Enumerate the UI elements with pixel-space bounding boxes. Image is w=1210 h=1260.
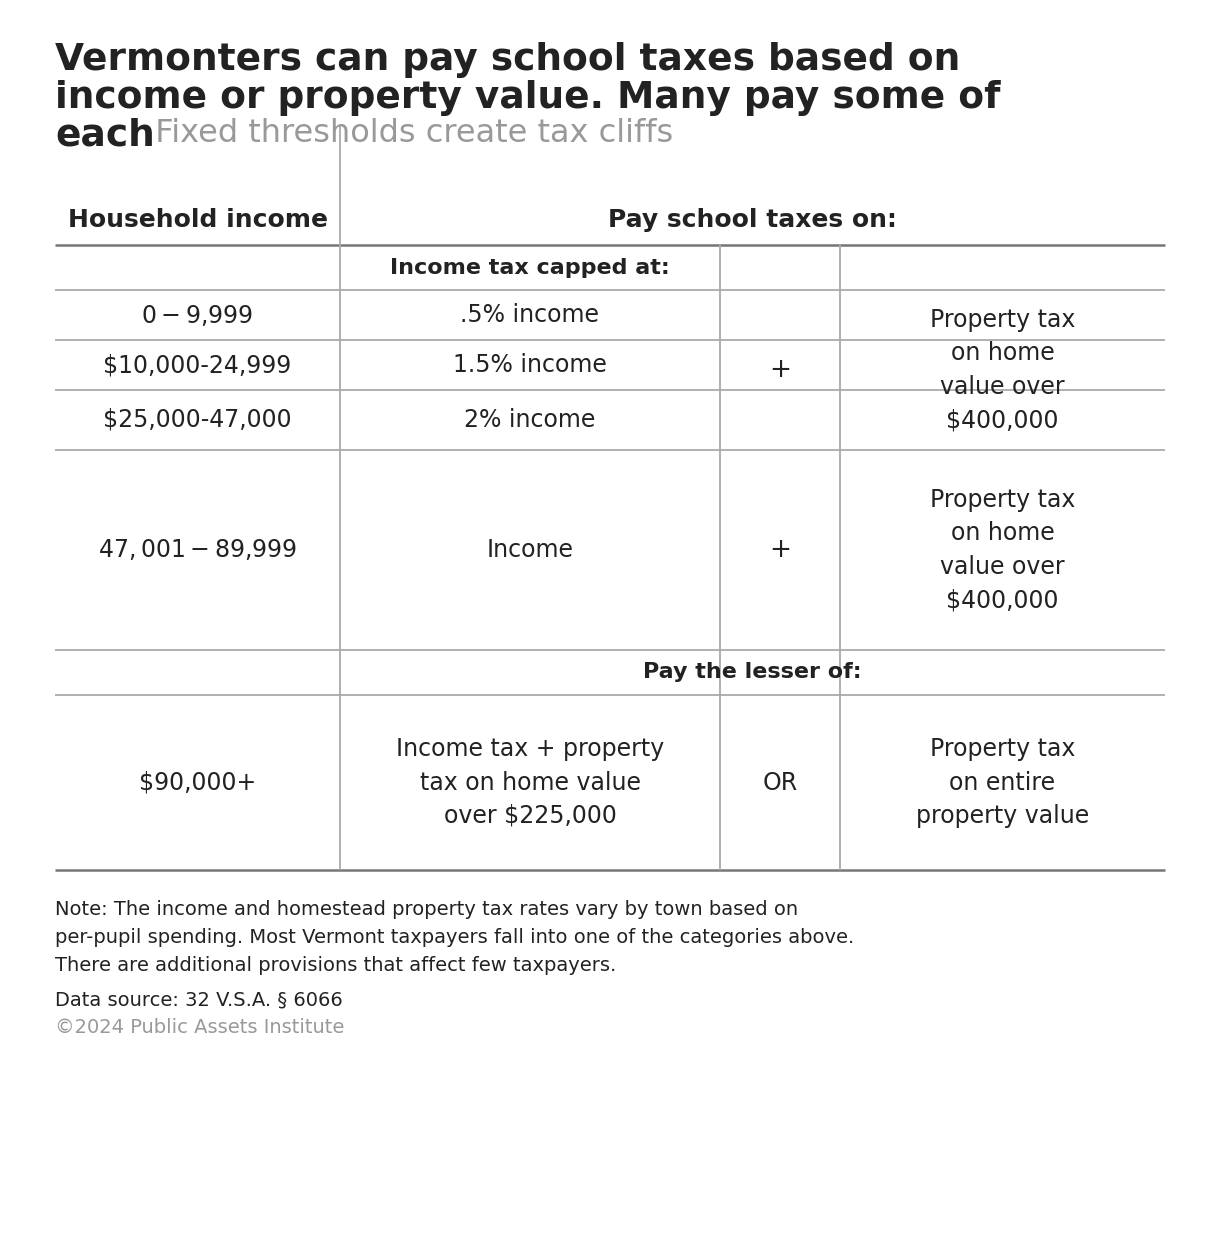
Text: $10,000-24,999: $10,000-24,999 [103,353,292,377]
Text: +: + [770,357,791,383]
Text: Pay the lesser of:: Pay the lesser of: [644,663,862,683]
Text: $25,000-47,000: $25,000-47,000 [103,408,292,432]
Text: Household income: Household income [68,208,328,232]
Text: 2% income: 2% income [465,408,595,432]
Text: income or property value. Many pay some of: income or property value. Many pay some … [54,79,1001,116]
Text: Fixed thresholds create tax cliffs: Fixed thresholds create tax cliffs [136,118,673,149]
Text: Income tax capped at:: Income tax capped at: [390,257,670,277]
Text: Note: The income and homestead property tax rates vary by town based on
per-pupi: Note: The income and homestead property … [54,900,854,975]
Text: $90,000+: $90,000+ [139,771,257,795]
Text: Property tax
on home
value over
$400,000: Property tax on home value over $400,000 [929,307,1076,432]
Text: Pay school taxes on:: Pay school taxes on: [609,208,897,232]
Text: each: each [54,118,155,154]
Text: +: + [770,537,791,563]
Text: Data source: 32 V.S.A. § 6066: Data source: 32 V.S.A. § 6066 [54,990,342,1009]
Text: OR: OR [762,771,797,795]
Text: Property tax
on entire
property value: Property tax on entire property value [916,737,1089,828]
Text: Property tax
on home
value over
$400,000: Property tax on home value over $400,000 [929,488,1076,612]
Text: Income tax + property
tax on home value
over $225,000: Income tax + property tax on home value … [396,737,664,828]
Text: $0-$9,999: $0-$9,999 [142,302,254,328]
Text: Income: Income [486,538,574,562]
Text: ©2024 Public Assets Institute: ©2024 Public Assets Institute [54,1018,345,1037]
Text: 1.5% income: 1.5% income [453,353,607,377]
Text: Vermonters can pay school taxes based on: Vermonters can pay school taxes based on [54,42,961,78]
Text: $47,001-$89,999: $47,001-$89,999 [98,538,298,562]
Text: .5% income: .5% income [461,302,599,328]
